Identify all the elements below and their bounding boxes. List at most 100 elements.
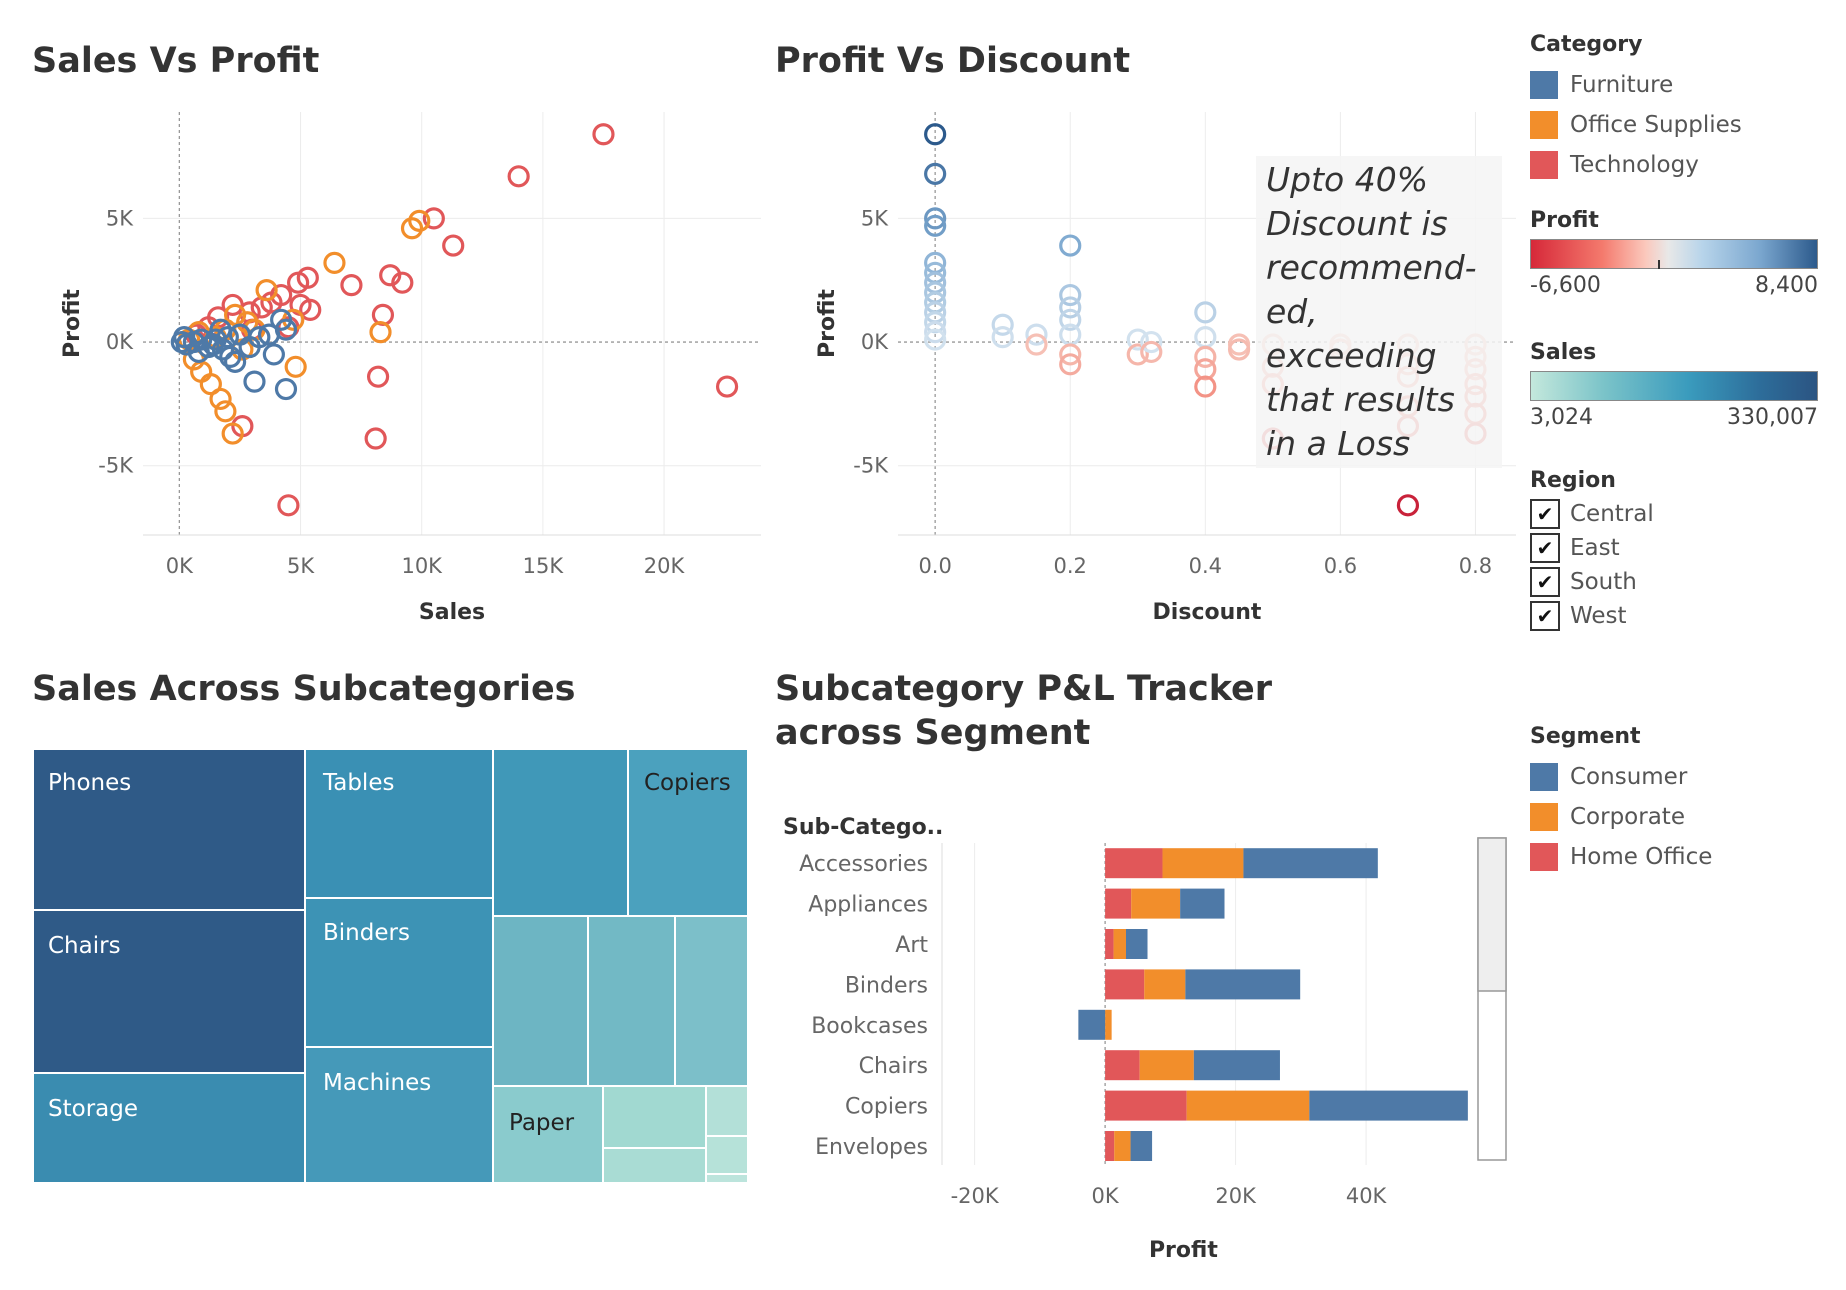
treemap-label: Storage [48, 1096, 138, 1122]
scatter-point [274, 377, 298, 401]
x-axis-title: Discount [1153, 600, 1262, 625]
scatter-point [1126, 343, 1149, 366]
scatter-point [507, 165, 530, 188]
scatter-point [221, 422, 244, 445]
region-filter-central[interactable]: ✔ Central [1530, 497, 1654, 531]
x-tick-label: 5K [287, 554, 315, 578]
scatter-point [243, 370, 266, 393]
checkbox-icon[interactable]: ✔ [1530, 533, 1560, 563]
bar-segment [1130, 1131, 1153, 1161]
scatter-point [284, 355, 307, 378]
region-filter: Region ✔ Central ✔ East ✔ South ✔ West [1530, 468, 1654, 633]
sales-vs-profit-title: Sales Vs Profit [32, 41, 320, 81]
checkbox-icon[interactable]: ✔ [1530, 567, 1560, 597]
furniture-swatch [1530, 71, 1558, 99]
legend-label: Office Supplies [1570, 112, 1742, 138]
checkbox-icon[interactable]: ✔ [1530, 601, 1560, 631]
bar-chart-scrollbar-thumb[interactable] [1477, 837, 1507, 992]
segment-legend: Segment Consumer Corporate Home Office [1530, 724, 1712, 877]
treemap-cell[interactable] [304, 1046, 494, 1184]
bar-segment [1243, 848, 1378, 879]
x-tick-label: 0.2 [1054, 554, 1087, 578]
legend-item-technology[interactable]: Technology [1530, 145, 1742, 185]
treemap-cell[interactable] [705, 1173, 749, 1184]
scatter-point [323, 251, 346, 274]
category-label: Chairs [859, 1054, 928, 1079]
home-office-swatch [1530, 843, 1558, 871]
treemap-cell[interactable] [587, 915, 676, 1087]
consumer-swatch [1530, 763, 1558, 791]
scatter-point [924, 162, 947, 185]
legend-item-corporate[interactable]: Corporate [1530, 797, 1712, 837]
profit-gradient-bar [1530, 239, 1818, 269]
checkbox-icon[interactable]: ✔ [1530, 499, 1560, 529]
legend-label: Technology [1570, 152, 1699, 178]
x-tick-label: 15K [523, 554, 565, 578]
scatter-point [1140, 330, 1163, 354]
category-label: Art [895, 933, 928, 958]
profit-legend-min: -6,600 [1530, 273, 1601, 298]
region-label: South [1570, 569, 1637, 595]
x-tick-label: 0.4 [1189, 554, 1222, 578]
category-label: Envelopes [815, 1135, 928, 1160]
x-tick-label: 0K [1092, 1184, 1120, 1208]
scatter-point [1194, 375, 1217, 398]
scatter-point [1396, 494, 1420, 517]
treemap-cell[interactable] [705, 1135, 749, 1175]
x-tick-label: 20K [1215, 1184, 1257, 1208]
region-label: West [1570, 603, 1627, 629]
category-label: Accessories [799, 852, 928, 877]
treemap-cell[interactable] [492, 1085, 604, 1184]
sales-vs-profit-chart[interactable]: 0K 5K 10K 15K 20K -5K 0K 5K Sales Profit [60, 112, 761, 625]
scatter-point [1059, 308, 1082, 331]
treemap-cell[interactable] [32, 748, 306, 911]
scatter-point [214, 400, 237, 423]
region-filter-south[interactable]: ✔ South [1530, 565, 1654, 599]
treemap-cell[interactable] [602, 1147, 707, 1184]
scatter-point [991, 326, 1014, 349]
treemap-cell[interactable] [705, 1085, 749, 1137]
scatter-point [1140, 340, 1163, 364]
legend-item-home-office[interactable]: Home Office [1530, 837, 1712, 877]
y-tick-label: -5K [98, 454, 134, 478]
treemap-cell[interactable] [674, 915, 749, 1087]
scatter-point [379, 264, 402, 287]
region-filter-west[interactable]: ✔ West [1530, 599, 1654, 633]
bar-segment [1131, 888, 1181, 919]
bar-segment [1144, 969, 1186, 1000]
sales-color-legend: Sales 3,024 330,007 [1530, 340, 1818, 430]
treemap-cell[interactable] [32, 1072, 306, 1184]
scatter-point [924, 207, 947, 230]
treemap-cell[interactable] [602, 1085, 707, 1149]
x-tick-label: 20K [644, 554, 686, 578]
scatter-point [391, 271, 414, 294]
segment-legend-title: Segment [1530, 724, 1641, 749]
treemap-cell[interactable] [492, 915, 589, 1087]
profit-color-legend: Profit -6,600 8,400 [1530, 208, 1818, 298]
treemap-label: Chairs [48, 933, 121, 959]
scatter-point [364, 427, 387, 450]
scatter-point [369, 321, 392, 344]
treemap-cell[interactable] [627, 748, 749, 917]
legend-item-office-supplies[interactable]: Office Supplies [1530, 105, 1742, 145]
region-filter-east[interactable]: ✔ East [1530, 531, 1654, 565]
pl-tracker-title: Subcategory P&L Tracker across Segment [775, 669, 1273, 753]
bar-segment [1113, 929, 1126, 959]
bar-segment [1180, 888, 1225, 919]
profit-zero-marker [1658, 260, 1660, 269]
pl-tracker-chart[interactable]: -20K 0K 20K 40K Profit Sub-Catego.. Accessorie… [783, 815, 1468, 1263]
bar-segment [1105, 1050, 1140, 1081]
legend-item-furniture[interactable]: Furniture [1530, 65, 1742, 105]
legend-label: Home Office [1570, 844, 1713, 870]
scatter-point [924, 328, 947, 351]
profit-legend-title: Profit [1530, 208, 1599, 233]
legend-item-consumer[interactable]: Consumer [1530, 757, 1712, 797]
treemap-label: Machines [323, 1070, 431, 1096]
sales-subcategories-treemap[interactable]: Phones Chairs Storage Tables Binders Mac… [32, 748, 749, 1184]
treemap-cell[interactable] [304, 897, 494, 1048]
treemap-cell[interactable] [32, 909, 306, 1074]
profit-vs-discount-chart[interactable]: 0.0 0.2 0.4 0.6 0.8 -5K 0K 5K Discount Profit [815, 112, 1516, 625]
scatter-point [442, 234, 465, 257]
treemap-cell[interactable] [492, 748, 629, 917]
